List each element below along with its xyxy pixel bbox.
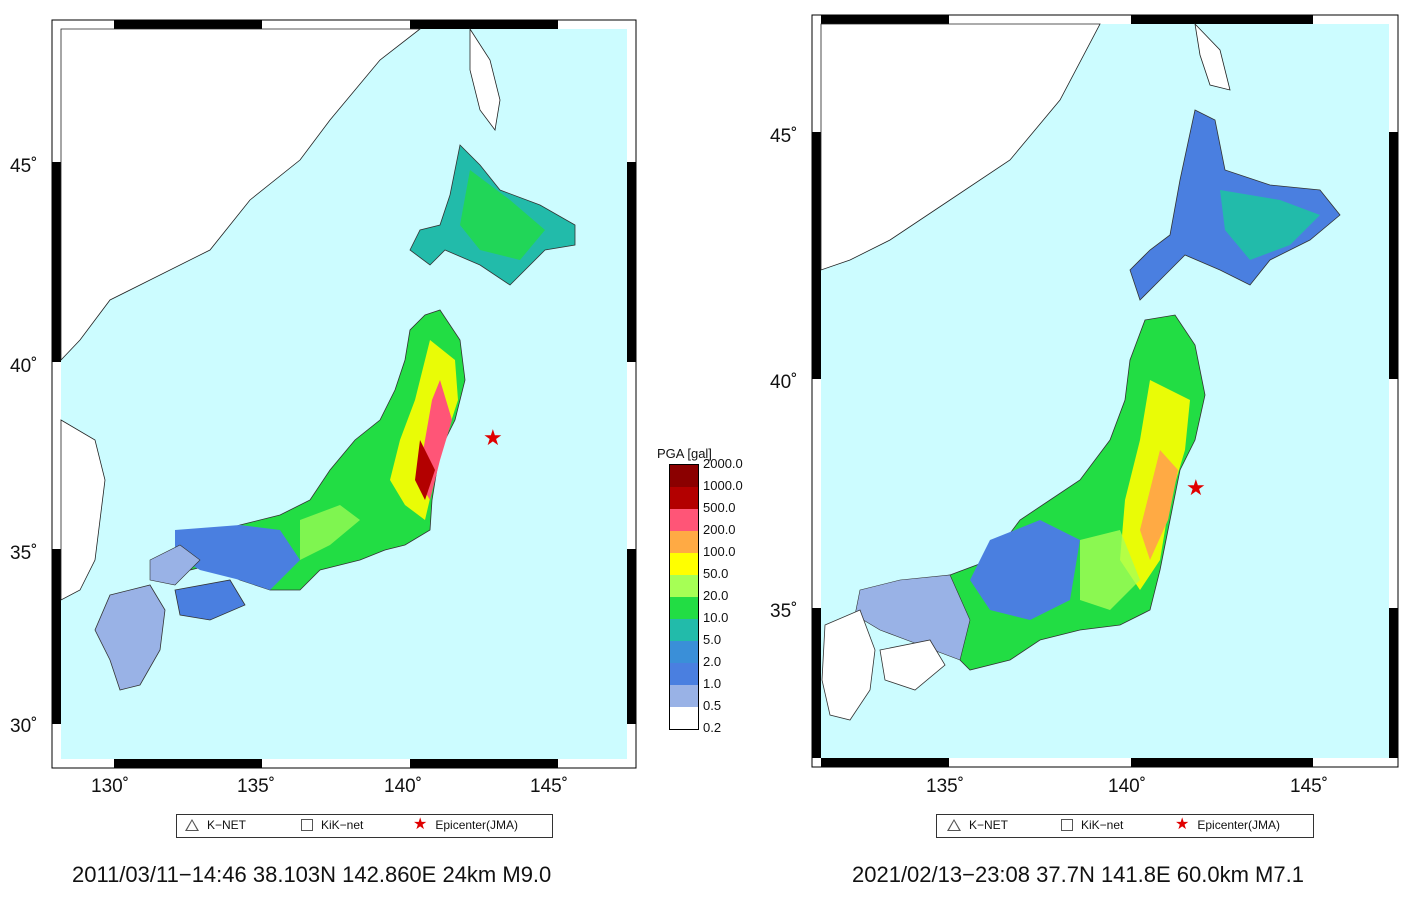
right-shikoku — [879, 639, 946, 691]
legend-kiknet: KiK−net — [301, 818, 363, 832]
pga-color-cell — [670, 509, 698, 531]
star-icon: ★ — [413, 816, 428, 833]
left-lat-tick: 45˚ — [10, 156, 37, 177]
left-epicenter-icon: ★ — [483, 425, 503, 450]
left-caption: 2011/03/11−14:46 38.103N 142.860E 24km M… — [72, 862, 552, 887]
right-lon-tick: 140˚ — [1108, 776, 1146, 797]
right-kyushu — [821, 609, 876, 721]
right-sakhalin — [1194, 22, 1231, 91]
pga-scale-label: 10.0 — [703, 610, 729, 625]
left-lon-tick: 135˚ — [237, 776, 275, 797]
pga-scale-label: 50.0 — [703, 566, 729, 581]
pga-scale-label: 2000.0 — [703, 456, 743, 471]
pga-color-cell — [670, 575, 698, 597]
pga-color-cell — [670, 553, 698, 575]
right-lon-tick: 135˚ — [926, 776, 964, 797]
pga-scale-label: 20.0 — [703, 588, 729, 603]
legend-kiknet: KiK−net — [1061, 818, 1123, 832]
legend-epicenter: ★ Epicenter(JMA) — [1175, 816, 1281, 833]
pga-color-cell — [670, 641, 698, 663]
pga-scale-label: 1000.0 — [703, 478, 743, 493]
pga-scale-label: 0.5 — [703, 698, 722, 713]
right-caption: 2021/02/13−23:08 37.7N 141.8E 60.0km M7.… — [852, 862, 1304, 887]
legend-kiknet-label: KiK−net — [1081, 818, 1124, 832]
right-lat-tick: 45˚ — [770, 126, 797, 147]
pga-color-cell — [670, 531, 698, 553]
left-sakhalin — [469, 27, 501, 131]
pga-color-cell — [670, 619, 698, 641]
pga-scale-label: 200.0 — [703, 522, 736, 537]
pga-scale-title: PGA [gal] — [657, 446, 712, 461]
pga-scale-label: 100.0 — [703, 544, 736, 559]
legend-knet-label: K−NET — [969, 818, 1009, 832]
right-legend: K−NET KiK−net ★ Epicenter(JMA) — [936, 814, 1314, 838]
left-lon-tick: 145˚ — [530, 776, 568, 797]
pga-color-cell — [670, 685, 698, 707]
legend-knet: K−NET — [947, 818, 1008, 832]
pga-color-cell — [670, 597, 698, 619]
pga-scale-label: 5.0 — [703, 632, 722, 647]
triangle-icon — [947, 819, 961, 831]
right-lon-tick: 145˚ — [1290, 776, 1328, 797]
legend-epicenter: ★ Epicenter(JMA) — [413, 816, 519, 833]
pga-color-cell — [670, 465, 698, 487]
legend-epicenter-label: Epicenter(JMA) — [1197, 818, 1281, 832]
left-continent — [60, 28, 422, 362]
legend-epicenter-label: Epicenter(JMA) — [435, 818, 519, 832]
triangle-icon — [185, 819, 199, 831]
square-icon — [301, 819, 313, 831]
legend-kiknet-label: KiK−net — [321, 818, 364, 832]
left-korea — [60, 419, 106, 601]
right-lat-tick: 40˚ — [770, 372, 797, 393]
pga-scale-label: 2.0 — [703, 654, 722, 669]
pga-color-cell — [670, 663, 698, 685]
pga-scale-label: 500.0 — [703, 500, 736, 515]
right-lat-tick: 35˚ — [770, 601, 797, 622]
left-lat-tick: 40˚ — [10, 356, 37, 377]
pga-color-cell — [670, 707, 698, 729]
left-lon-tick: 130˚ — [91, 776, 129, 797]
legend-knet: K−NET — [185, 818, 246, 832]
left-lat-tick: 30˚ — [10, 716, 37, 737]
legend-knet-label: K−NET — [207, 818, 247, 832]
star-icon: ★ — [1175, 816, 1190, 833]
left-legend: K−NET KiK−net ★ Epicenter(JMA) — [176, 814, 553, 838]
pga-color-scale — [669, 464, 699, 730]
pga-color-cell — [670, 487, 698, 509]
left-kyushu — [94, 584, 166, 691]
pga-scale-label: 0.2 — [703, 720, 722, 735]
square-icon — [1061, 819, 1073, 831]
right-continent — [820, 23, 1101, 271]
left-lat-tick: 35˚ — [10, 543, 37, 564]
pga-scale-label: 1.0 — [703, 676, 722, 691]
left-lon-tick: 140˚ — [384, 776, 422, 797]
left-shikoku — [174, 579, 246, 621]
right-epicenter-icon: ★ — [1186, 475, 1206, 500]
